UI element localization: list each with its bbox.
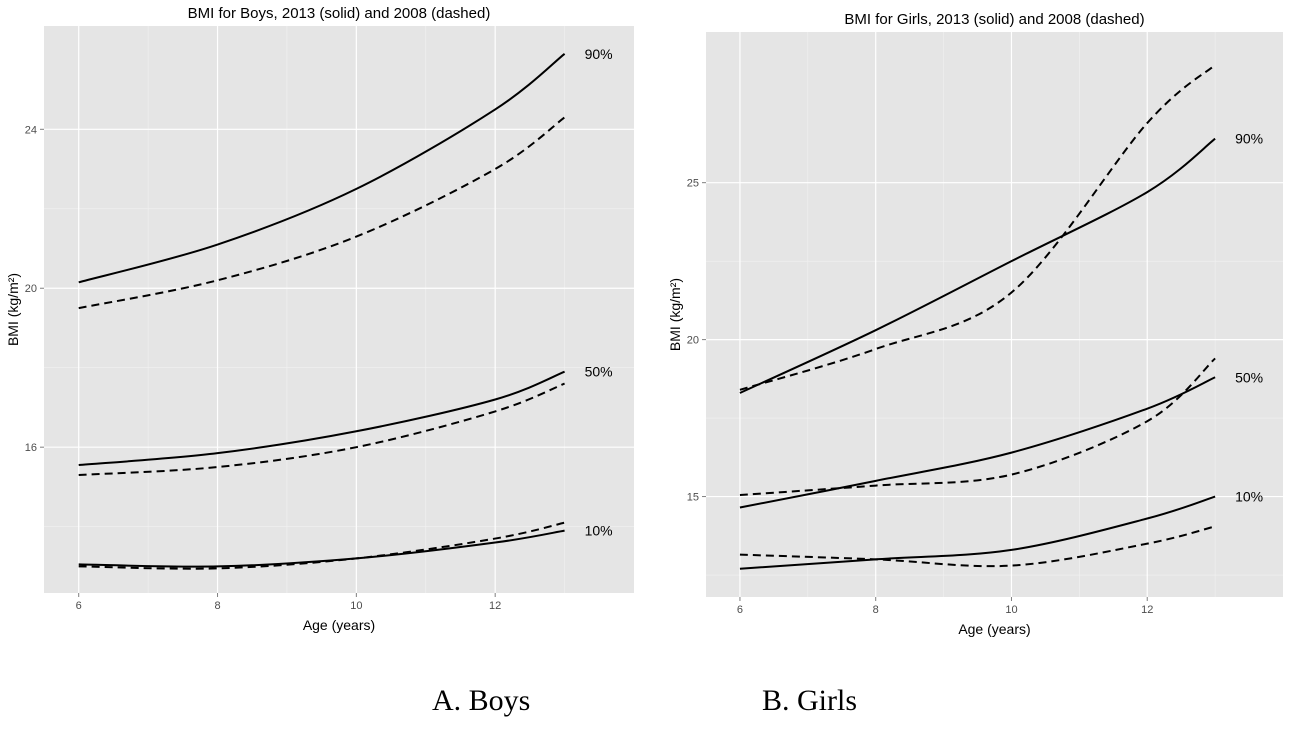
y-tick-label: 16	[25, 442, 37, 454]
percentile-label: 10%	[1235, 489, 1263, 505]
x-tick-label: 8	[214, 600, 220, 612]
series-line-50-2008	[78, 382, 565, 476]
x-tick-label: 6	[737, 604, 743, 616]
x-axis-label: Age (years)	[958, 621, 1030, 637]
x-tick-label: 8	[873, 604, 879, 616]
chart-title: BMI for Girls, 2013 (solid) and 2008 (da…	[844, 11, 1144, 28]
percentile-label: 90%	[585, 46, 613, 62]
series-line-90-2013	[78, 53, 566, 284]
caption-girls: B. Girls	[762, 684, 858, 717]
series-line-90-2013	[739, 137, 1216, 394]
series-line-90-2008	[739, 64, 1216, 391]
x-tick-label: 12	[1141, 604, 1153, 616]
plot-background	[44, 26, 634, 593]
series-line-10-2013	[739, 495, 1216, 570]
x-tick-label: 12	[489, 600, 501, 612]
series-line-10-2008	[78, 521, 565, 570]
percentile-label: 50%	[585, 364, 613, 380]
y-tick-label: 15	[687, 492, 699, 504]
plot-background	[706, 32, 1283, 597]
y-tick-label: 20	[25, 283, 37, 295]
y-tick-label: 25	[687, 178, 699, 190]
x-tick-label: 10	[1005, 604, 1017, 616]
series-line-10-2013	[78, 529, 565, 568]
series-line-50-2013	[739, 376, 1216, 509]
x-tick-label: 6	[76, 600, 82, 612]
chart-title: BMI for Boys, 2013 (solid) and 2008 (das…	[188, 5, 491, 22]
y-axis-label: BMI (kg/m²)	[667, 278, 683, 351]
x-tick-label: 10	[350, 600, 362, 612]
percentile-label: 10%	[585, 523, 613, 539]
percentile-label: 50%	[1235, 369, 1263, 385]
series-line-50-2013	[78, 370, 565, 467]
caption-boys: A. Boys	[432, 684, 531, 717]
series-line-90-2008	[78, 116, 566, 310]
panel-boys: 6 8 10 12 16 20 24 BMI for Boys, 2013 (solid) a…	[5, 5, 634, 633]
y-tick-label: 20	[687, 335, 699, 347]
x-axis-label: Age (years)	[303, 617, 375, 633]
series-line-10-2008	[739, 525, 1216, 568]
panel-girls: 6 8 10 12 15 20 25 BMI for Girls, 2013 (solid) …	[667, 11, 1283, 637]
percentile-label: 90%	[1235, 131, 1263, 147]
y-tick-label: 24	[25, 124, 37, 136]
y-axis-label: BMI (kg/m²)	[5, 273, 21, 346]
